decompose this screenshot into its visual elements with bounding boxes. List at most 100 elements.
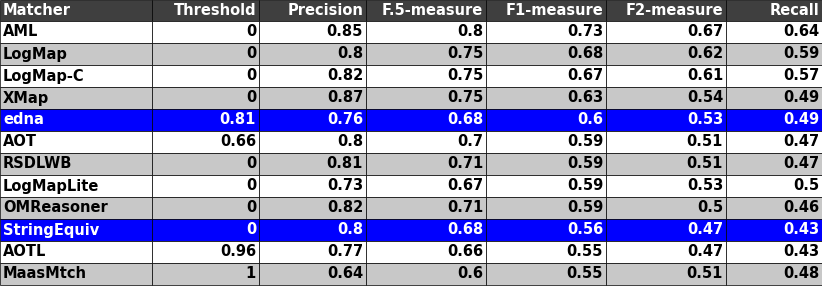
Text: 0.71: 0.71: [446, 157, 483, 171]
Text: OMReasoner: OMReasoner: [3, 200, 108, 216]
Bar: [152, 43, 259, 65]
Bar: [486, 197, 606, 219]
Bar: [0, 131, 152, 153]
Bar: [486, 219, 606, 241]
Bar: [366, 131, 486, 153]
Bar: [606, 219, 726, 241]
Text: AML: AML: [3, 24, 39, 40]
Bar: [606, 241, 726, 263]
Text: edna: edna: [3, 113, 44, 127]
Text: AOT: AOT: [3, 134, 37, 150]
Text: 0.43: 0.43: [783, 223, 819, 237]
Bar: [486, 109, 606, 131]
Bar: [486, 43, 606, 65]
Text: 0.67: 0.67: [567, 68, 603, 84]
Text: 0.73: 0.73: [567, 24, 603, 40]
Text: 0.49: 0.49: [783, 91, 819, 106]
Text: 0.67: 0.67: [447, 178, 483, 194]
Text: LogMapLite: LogMapLite: [3, 178, 99, 194]
Bar: [486, 153, 606, 175]
Bar: [152, 175, 259, 197]
Text: Threshold: Threshold: [173, 3, 256, 18]
Bar: [0, 87, 152, 109]
Text: 0.59: 0.59: [783, 47, 819, 61]
Text: 0.64: 0.64: [783, 24, 819, 40]
Text: 0.82: 0.82: [327, 200, 363, 216]
Text: F2-measure: F2-measure: [626, 3, 723, 18]
Bar: [486, 241, 606, 263]
Text: 0.43: 0.43: [783, 244, 819, 260]
Text: 0.56: 0.56: [566, 223, 603, 237]
Bar: [259, 197, 366, 219]
Bar: [366, 241, 486, 263]
Text: 0.73: 0.73: [327, 178, 363, 194]
Text: 0.7: 0.7: [457, 134, 483, 150]
Bar: [152, 153, 259, 175]
Text: StringEquiv: StringEquiv: [3, 223, 99, 237]
Text: 0.81: 0.81: [219, 113, 256, 127]
Bar: [726, 43, 822, 65]
Bar: [606, 21, 726, 43]
Text: 0.59: 0.59: [566, 134, 603, 150]
Text: XMap: XMap: [3, 91, 49, 106]
Bar: [152, 0, 259, 21]
Text: 0.68: 0.68: [446, 113, 483, 127]
Bar: [0, 43, 152, 65]
Text: 0.6: 0.6: [577, 113, 603, 127]
Bar: [0, 263, 152, 285]
Bar: [606, 131, 726, 153]
Text: Matcher: Matcher: [3, 3, 71, 18]
Text: LogMap: LogMap: [3, 47, 68, 61]
Text: 0.87: 0.87: [327, 91, 363, 106]
Bar: [726, 65, 822, 87]
Text: 0.77: 0.77: [327, 244, 363, 260]
Text: 0.47: 0.47: [783, 157, 819, 171]
Bar: [606, 0, 726, 21]
Text: 0.55: 0.55: [566, 267, 603, 281]
Bar: [0, 219, 152, 241]
Bar: [726, 21, 822, 43]
Bar: [726, 0, 822, 21]
Bar: [152, 241, 259, 263]
Text: 0.6: 0.6: [457, 267, 483, 281]
Text: 0.48: 0.48: [783, 267, 819, 281]
Bar: [259, 43, 366, 65]
Text: 0.81: 0.81: [326, 157, 363, 171]
Text: 0: 0: [246, 223, 256, 237]
Text: MaasMtch: MaasMtch: [3, 267, 87, 281]
Bar: [259, 241, 366, 263]
Text: Recall: Recall: [769, 3, 819, 18]
Bar: [0, 197, 152, 219]
Text: 0: 0: [246, 68, 256, 84]
Text: 0.82: 0.82: [327, 68, 363, 84]
Text: 0.51: 0.51: [686, 134, 723, 150]
Text: 0.47: 0.47: [687, 244, 723, 260]
Bar: [726, 153, 822, 175]
Text: 0: 0: [246, 91, 256, 106]
Bar: [366, 0, 486, 21]
Bar: [259, 0, 366, 21]
Bar: [366, 109, 486, 131]
Text: 0.85: 0.85: [326, 24, 363, 40]
Text: 0.59: 0.59: [566, 157, 603, 171]
Text: 0.67: 0.67: [687, 24, 723, 40]
Text: 0.76: 0.76: [327, 113, 363, 127]
Bar: [366, 219, 486, 241]
Text: 0.66: 0.66: [219, 134, 256, 150]
Text: 0: 0: [246, 157, 256, 171]
Bar: [259, 65, 366, 87]
Text: 0.62: 0.62: [687, 47, 723, 61]
Bar: [606, 43, 726, 65]
Bar: [152, 219, 259, 241]
Text: 0.71: 0.71: [446, 200, 483, 216]
Bar: [152, 21, 259, 43]
Text: 0.47: 0.47: [687, 223, 723, 237]
Text: 0.46: 0.46: [783, 200, 819, 216]
Text: 0.5: 0.5: [697, 200, 723, 216]
Bar: [726, 263, 822, 285]
Bar: [486, 87, 606, 109]
Bar: [606, 87, 726, 109]
Text: F1-measure: F1-measure: [506, 3, 603, 18]
Text: 0.53: 0.53: [686, 178, 723, 194]
Bar: [259, 109, 366, 131]
